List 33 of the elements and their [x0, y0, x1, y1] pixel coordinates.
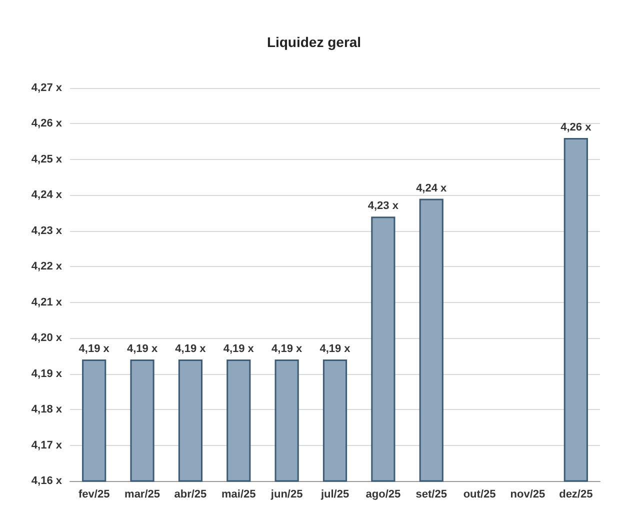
y-tick-label: 4,19 x: [31, 368, 63, 380]
y-tick-label: 4,27 x: [31, 82, 63, 94]
x-tick-label: jul/25: [320, 488, 350, 500]
x-tick-label: nov/25: [510, 488, 546, 500]
x-tick-label: out/25: [463, 488, 496, 500]
data-label: 4,19 x: [126, 343, 158, 356]
chart-title: Liquidez geral: [266, 34, 362, 50]
data-label: 4,24 x: [416, 182, 448, 194]
y-tick-label: 4,17 x: [31, 439, 63, 452]
x-tick-label: set/25: [416, 488, 447, 500]
y-tick-label: 4,22 x: [31, 260, 63, 273]
y-tick-label: 4,25 x: [31, 153, 63, 166]
y-tick-label: 4,21 x: [31, 296, 63, 308]
data-label: 4,26 x: [560, 122, 592, 134]
data-label: 4,23 x: [368, 200, 400, 212]
y-tick-label: 4,18 x: [31, 404, 63, 416]
y-tick-label: 4,26 x: [31, 118, 63, 130]
y-tick-label: 4,16 x: [31, 475, 63, 487]
x-tick-label: abr/25: [174, 488, 207, 500]
y-tick-label: 4,20 x: [31, 332, 63, 344]
data-label: 4,19 x: [78, 343, 110, 356]
y-tick-label: 4,23 x: [31, 224, 63, 237]
data-label: 4,19 x: [175, 343, 207, 356]
x-tick-label: mar/25: [124, 488, 160, 500]
x-tick-label: dez/25: [559, 488, 593, 500]
data-label: 4,19 x: [223, 343, 255, 356]
x-tick-label: ago/25: [366, 488, 401, 500]
data-label: 4,19 x: [320, 343, 352, 356]
x-tick-label: mai/25: [222, 488, 256, 500]
x-tick-label: jun/25: [270, 488, 303, 500]
data-label: 4,19 x: [272, 343, 303, 356]
x-tick-label: fev/25: [78, 488, 110, 500]
y-tick-label: 4,24 x: [31, 189, 63, 202]
